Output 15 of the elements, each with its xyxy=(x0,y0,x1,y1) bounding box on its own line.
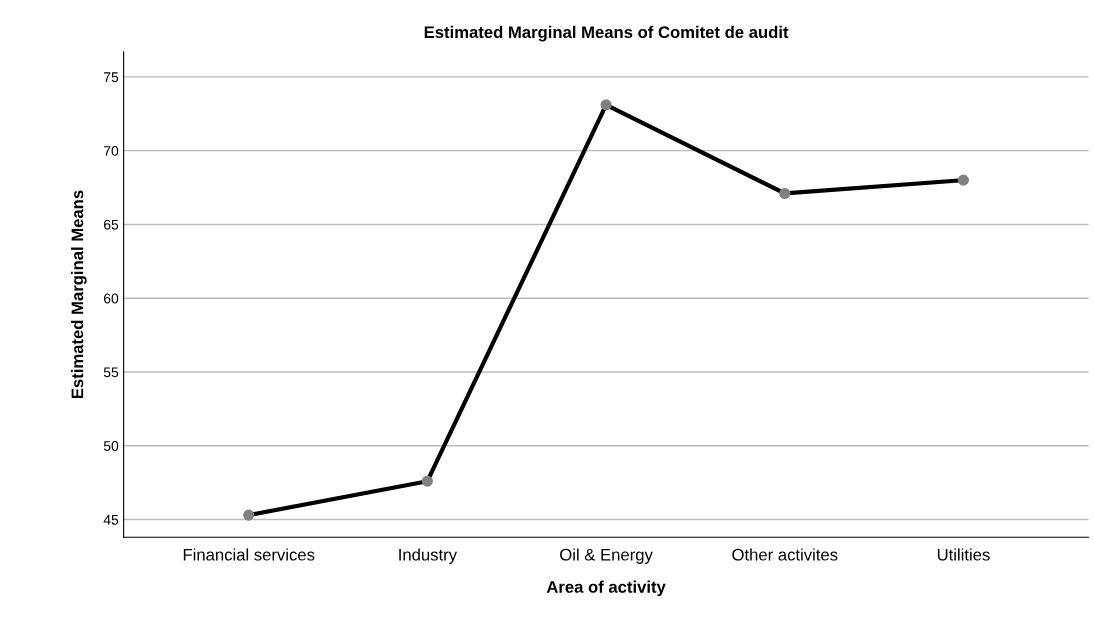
chart-title: Estimated Marginal Means of Comitet de audit xyxy=(424,25,789,42)
y-tick-label: 45 xyxy=(103,515,119,525)
y-tick-label: 75 xyxy=(104,72,119,83)
y-tick-label: 55 xyxy=(103,367,119,378)
x-tick-label: Other activites xyxy=(732,548,838,561)
x-tick-label: Financial services xyxy=(183,548,315,561)
y-tick-label: 60 xyxy=(104,293,119,304)
y-tick-label: 50 xyxy=(103,441,119,451)
x-tick-label: Oil & Energy xyxy=(560,548,653,564)
x-tick-label: Industry xyxy=(399,548,457,564)
x-tick-label: Utilities xyxy=(937,548,990,561)
y-tick-label: 65 xyxy=(104,219,119,230)
x-axis-title: Area of activity xyxy=(546,580,666,597)
y-tick-label: 70 xyxy=(104,145,119,156)
y-axis-title: Estimated Marginal Means xyxy=(71,190,87,399)
